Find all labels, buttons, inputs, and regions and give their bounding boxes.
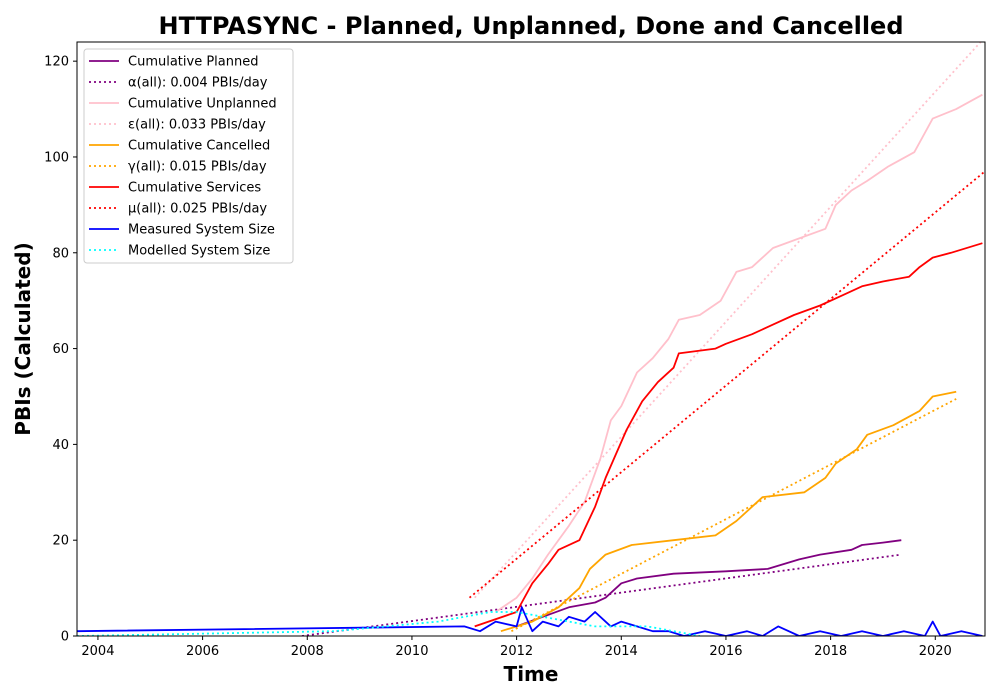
- y-tick-label: 120: [44, 55, 69, 70]
- y-tick-label: 20: [52, 534, 69, 549]
- legend-label: Modelled System Size: [128, 244, 270, 259]
- legend-label: α(all): 0.004 PBIs/day: [128, 76, 268, 91]
- legend-label: Cumulative Planned: [128, 55, 258, 70]
- legend-label: Cumulative Services: [128, 181, 261, 196]
- legend-box: [83, 48, 294, 264]
- y-tick-label: 100: [44, 150, 69, 165]
- series-line-all-0-025-pbis-day: [468, 170, 985, 599]
- y-axis-title: PBIs (Calculated): [11, 242, 35, 435]
- plot-frame: [76, 41, 986, 637]
- x-tick-label: 2004: [81, 644, 114, 659]
- series-line-all-0-004-pbis-day: [301, 553, 902, 636]
- y-tick-label: 40: [52, 438, 69, 453]
- x-axis-title: Time: [504, 662, 559, 686]
- x-tick-label: 2006: [186, 644, 219, 659]
- legend-label: Cumulative Unplanned: [128, 97, 277, 112]
- plot-lines: [77, 42, 985, 636]
- legend-label: Measured System Size: [128, 223, 275, 238]
- x-tick-label: 2010: [395, 644, 428, 659]
- series-line-modelled-system-size: [77, 611, 700, 636]
- x-tick-label: 2016: [709, 644, 742, 659]
- x-tick-label: 2014: [605, 644, 638, 659]
- legend-label: Cumulative Cancelled: [128, 139, 270, 154]
- series-line-cumulative-planned: [516, 539, 902, 628]
- series-line-cumulative-services: [474, 242, 983, 628]
- x-tick-label: 2008: [291, 644, 324, 659]
- y-tick-label: 60: [52, 342, 69, 357]
- series-line-cumulative-unplanned: [495, 93, 983, 613]
- y-axis-ticks: 0 20 40 60 80 100 120: [44, 55, 77, 645]
- y-tick-label: 80: [52, 246, 69, 261]
- legend-label: μ(all): 0.025 PBIs/day: [128, 202, 267, 217]
- x-tick-label: 2018: [814, 644, 847, 659]
- legend-label: ε(all): 0.033 PBIs/day: [128, 118, 266, 133]
- legend: Cumulative Planned α(all): 0.004 PBIs/day…: [83, 48, 294, 264]
- y-tick-label: 0: [61, 630, 69, 645]
- chart-title: HTTPASYNC - Planned, Unplanned, Done and…: [158, 12, 903, 40]
- series-line-measured-system-size: [77, 606, 983, 636]
- legend-label: γ(all): 0.015 PBIs/day: [128, 160, 267, 175]
- x-tick-label: 2020: [919, 644, 952, 659]
- series-line-cumulative-cancelled: [500, 390, 957, 633]
- x-tick-label: 2012: [500, 644, 533, 659]
- series-line-all-0-015-pbis-day: [510, 398, 957, 632]
- series-line-all-0-033-pbis-day: [474, 42, 982, 599]
- x-axis-ticks: 2004 2006 2008 2010 2012 2014 2016 2018 2020: [81, 636, 952, 659]
